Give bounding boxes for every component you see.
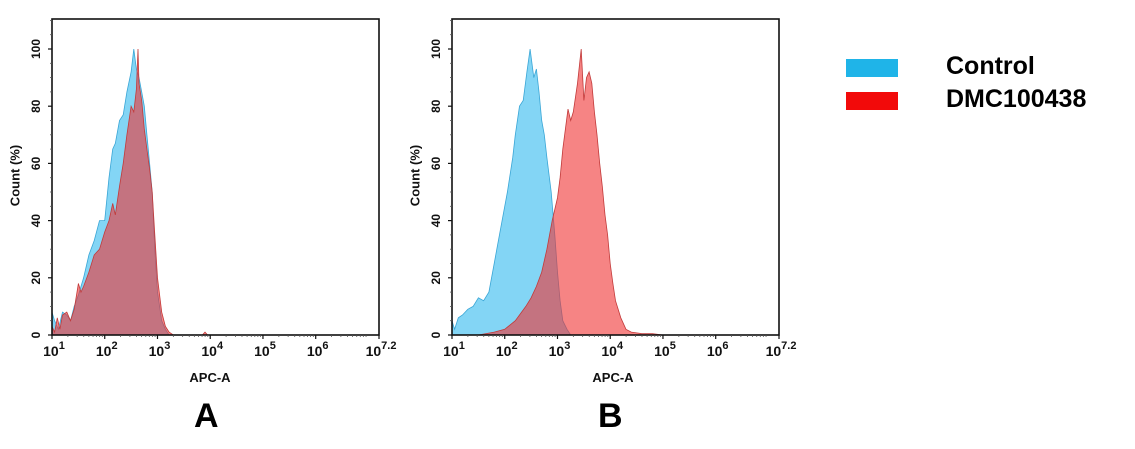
y-tick-label: 0 (29, 331, 43, 338)
y-axis-title: Count (%) (7, 144, 23, 207)
y-tick-label: 20 (29, 271, 43, 285)
legend-label-dmc100438: DMC100438 (946, 85, 1087, 113)
histogram-a-plot: 0 20 40 60 80 100 101 102 103 104 105 106 107.2 (29, 18, 397, 359)
x-tick-label: 107.2 (366, 340, 397, 359)
x-tick-label: 101 (43, 340, 65, 359)
plot-frame (451, 18, 780, 336)
y-tick-label: 20 (429, 271, 443, 285)
histogram-area-dmc100438 (452, 48, 664, 336)
histogram-b-plot: 0 20 40 60 80 100 101 102 103 104 105 106 107.2 (429, 18, 797, 359)
y-tick-label: 40 (429, 214, 443, 228)
x-axis-title: APC-A (592, 370, 634, 385)
y-tick-label: 80 (29, 99, 43, 113)
y-tick-label: 60 (29, 156, 43, 170)
x-tick-label: 103 (149, 340, 171, 359)
y-tick-label: 60 (429, 156, 443, 170)
x-tick-label: 101 (443, 340, 465, 359)
x-tick-label: 102 (96, 340, 118, 359)
y-axis-title: Count (%) (407, 144, 423, 207)
panel-label-a: A (194, 397, 219, 435)
legend-item-control: Control (846, 52, 1126, 82)
x-tick-label: 106 (707, 340, 729, 359)
x-tick-label: 104 (201, 340, 224, 359)
y-tick-label: 40 (29, 214, 43, 228)
panel-label-b: B (598, 397, 623, 435)
x-tick-label: 103 (549, 340, 571, 359)
x-tick-label: 104 (601, 340, 624, 359)
plot-frame (51, 18, 380, 336)
x-tick-label: 102 (496, 340, 518, 359)
y-tick-label: 0 (429, 331, 443, 338)
x-tick-label: 107.2 (766, 340, 797, 359)
histogram-panel-a: 0 20 40 60 80 100 101 102 103 104 105 106 107.2 Coun… (0, 0, 400, 449)
y-tick-label: 100 (29, 39, 43, 59)
y-tick-label: 100 (429, 39, 443, 59)
legend-label-control: Control (946, 52, 1035, 80)
legend-swatch-control (846, 59, 898, 77)
y-tick-label: 80 (429, 99, 443, 113)
x-tick-label: 105 (254, 340, 276, 359)
histogram-panel-b: 0 20 40 60 80 100 101 102 103 104 105 106 107.2 Coun… (400, 0, 800, 449)
x-axis-title: APC-A (189, 370, 231, 385)
legend-swatch-dmc100438 (846, 92, 898, 110)
legend-item-dmc100438: DMC100438 (846, 85, 1126, 115)
histogram-area-dmc100438 (51, 48, 209, 336)
x-tick-label: 105 (654, 340, 676, 359)
x-tick-label: 106 (307, 340, 329, 359)
